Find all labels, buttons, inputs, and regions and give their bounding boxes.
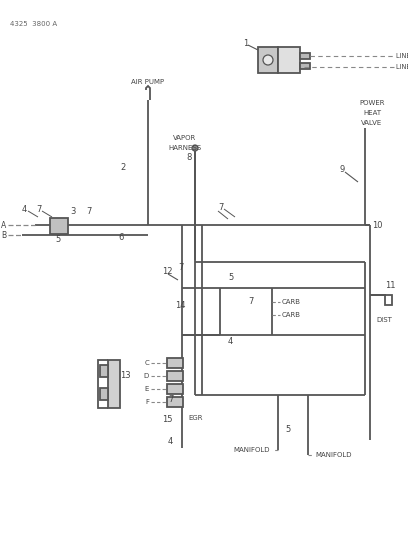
Circle shape [263,55,273,65]
Text: 4325  3800 A: 4325 3800 A [10,21,57,27]
Text: 13: 13 [120,370,131,379]
Bar [108,360,120,408]
Text: 2: 2 [120,164,125,173]
Text: 7: 7 [248,297,253,306]
Text: A: A [1,221,6,230]
Text: 11: 11 [385,280,395,289]
Text: MANIFOLD: MANIFOLD [315,452,352,458]
Bar [300,53,310,59]
Bar [167,384,183,394]
Text: C: C [144,360,149,366]
Text: HEAT: HEAT [363,110,381,116]
Text: 5: 5 [228,273,233,282]
Text: 5: 5 [55,236,60,245]
Text: HARNESS: HARNESS [169,145,202,151]
Text: 4: 4 [228,337,233,346]
Text: B: B [1,230,6,239]
Text: POWER: POWER [359,100,385,106]
Bar [50,218,68,234]
Text: DIST: DIST [376,317,392,323]
Bar [167,397,183,407]
Text: 14: 14 [175,302,186,311]
Text: 5: 5 [285,425,290,434]
Text: F: F [145,399,149,405]
Text: 7: 7 [86,206,91,215]
Text: 7: 7 [218,203,223,212]
Bar [300,63,310,69]
Text: 12: 12 [162,268,173,277]
Bar [100,365,108,377]
Text: MANIFOLD: MANIFOLD [233,447,270,453]
Text: 6: 6 [118,233,123,243]
Bar [100,388,108,400]
Text: D: D [144,373,149,379]
Text: VAPOR: VAPOR [173,135,197,141]
Text: 10: 10 [372,221,383,230]
Text: 15: 15 [162,416,173,424]
Text: 4: 4 [22,205,27,214]
Text: CARB: CARB [282,312,301,318]
Text: CARB: CARB [282,299,301,305]
Text: 1: 1 [243,38,248,47]
Text: 7: 7 [168,395,173,405]
Text: LINE B: LINE B [396,53,408,59]
Bar [167,371,183,381]
Text: LINE A: LINE A [396,64,408,70]
Text: 4: 4 [168,438,173,447]
Text: 8: 8 [186,154,191,163]
Text: 7: 7 [36,205,41,214]
Bar [278,47,300,73]
Circle shape [192,145,198,151]
Text: AIR PUMP: AIR PUMP [131,79,164,85]
Text: 3: 3 [70,206,75,215]
Text: EGR: EGR [188,415,202,421]
Text: VALVE: VALVE [361,120,383,126]
Bar [258,47,278,73]
Text: E: E [144,386,149,392]
Bar [167,358,183,368]
Text: 9: 9 [340,166,345,174]
Text: 7: 7 [178,263,183,272]
